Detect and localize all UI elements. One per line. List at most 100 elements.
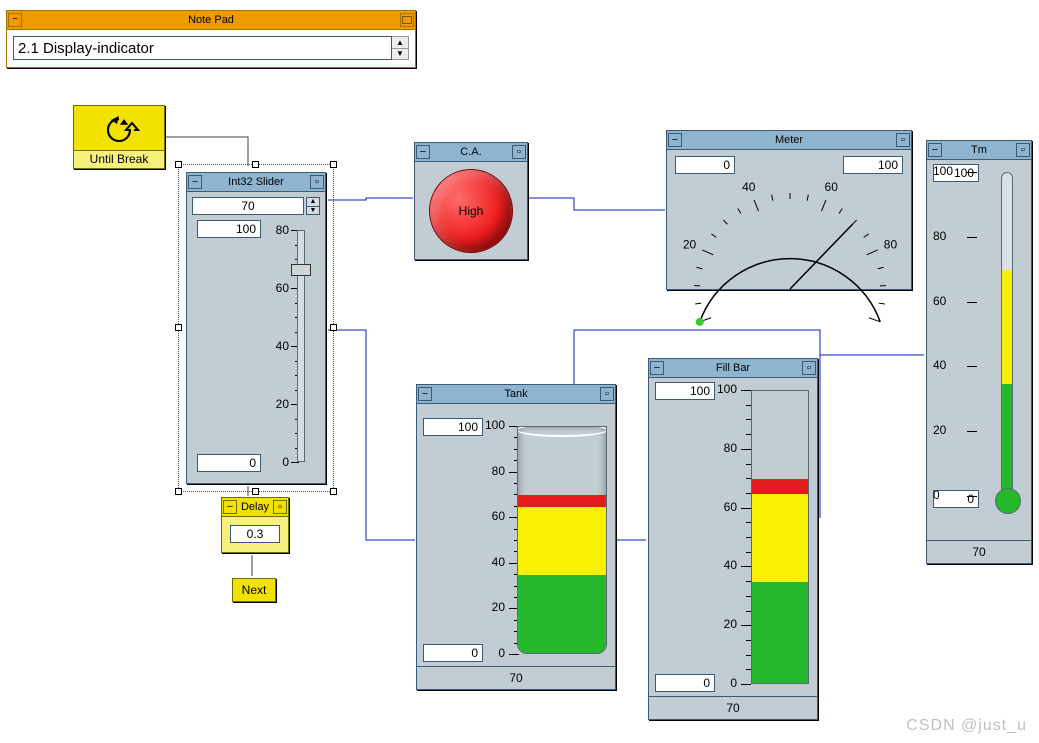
scale-label: 60 xyxy=(481,509,505,523)
minimize-icon[interactable]: − xyxy=(668,133,682,147)
scale-label: 60 xyxy=(713,500,737,514)
fillbar-max-field[interactable]: 100 xyxy=(655,382,715,400)
delay-titlebar[interactable]: − Delay ▫ xyxy=(222,498,288,517)
tm-title: Tm xyxy=(943,144,1015,156)
svg-text:40: 40 xyxy=(742,180,756,194)
slider-min-field[interactable]: 0 xyxy=(197,454,261,472)
ca-panel[interactable]: − C.A. ▫ High xyxy=(414,142,528,260)
minimize-icon[interactable]: − xyxy=(188,175,202,189)
scale-label: 0 xyxy=(713,676,737,690)
tank-max-field[interactable]: 100 xyxy=(423,418,483,436)
minimize-icon[interactable]: − xyxy=(8,13,22,27)
step-down-icon[interactable]: ▼ xyxy=(306,207,320,216)
scale-label: 40 xyxy=(481,555,505,569)
meter-title: Meter xyxy=(683,134,895,146)
tank-min-field[interactable]: 0 xyxy=(423,644,483,662)
slider-track-area: 020406080 xyxy=(267,220,319,472)
tank-titlebar[interactable]: − Tank ▫ xyxy=(417,385,615,404)
ca-title: C.A. xyxy=(431,146,511,158)
sel-handle[interactable] xyxy=(175,488,182,495)
meter-gauge: 20 40 60 80 xyxy=(667,171,913,283)
scale-label: 100 xyxy=(481,418,505,432)
slider-stepper[interactable]: ▲ ▼ xyxy=(306,197,320,215)
minimize-icon[interactable]: − xyxy=(418,387,432,401)
until-break-block[interactable]: Until Break xyxy=(73,105,165,169)
step-up-icon[interactable]: ▲ xyxy=(306,197,320,207)
notepad-spinner[interactable]: ▲ ▼ xyxy=(392,36,409,60)
watermark: CSDN @just_u xyxy=(906,717,1027,735)
scale-label: 80 xyxy=(713,441,737,455)
tm-titlebar[interactable]: − Tm ▫ xyxy=(927,141,1031,160)
delay-value[interactable]: 0.3 xyxy=(230,525,280,543)
spinner-down-icon[interactable]: ▼ xyxy=(392,49,408,60)
indicator-text: High xyxy=(459,204,484,218)
menu-icon[interactable]: ▫ xyxy=(600,387,614,401)
notepad-panel[interactable]: − Note Pad 2.1 Display-indicator ▲ ▼ xyxy=(6,10,416,68)
tm-panel[interactable]: − Tm ▫ 100 0 020406080100 70 xyxy=(926,140,1032,564)
delay-title: Delay xyxy=(238,501,272,513)
minimize-icon[interactable]: − xyxy=(416,145,430,159)
slider-value-field[interactable]: 70 xyxy=(192,197,304,215)
next-label: Next xyxy=(242,583,267,597)
sel-handle[interactable] xyxy=(252,488,259,495)
notepad-input[interactable]: 2.1 Display-indicator xyxy=(13,36,392,60)
scale-label: 20 xyxy=(481,600,505,614)
delay-block[interactable]: − Delay ▫ 0.3 xyxy=(221,497,289,553)
menu-icon[interactable] xyxy=(400,13,414,27)
svg-text:80: 80 xyxy=(884,237,898,251)
minimize-icon[interactable]: − xyxy=(223,500,237,514)
thermometer xyxy=(997,172,1017,514)
svg-text:20: 20 xyxy=(683,237,697,251)
spinner-up-icon[interactable]: ▲ xyxy=(392,37,408,49)
int32-slider-panel[interactable]: − Int32 Slider ▫ 70 ▲ ▼ 100 0 020406080 xyxy=(186,172,326,484)
sel-handle[interactable] xyxy=(330,488,337,495)
ca-titlebar[interactable]: − C.A. ▫ xyxy=(415,143,527,162)
sel-handle[interactable] xyxy=(175,324,182,331)
menu-icon[interactable]: ▫ xyxy=(310,175,324,189)
menu-icon[interactable]: ▫ xyxy=(1016,143,1030,157)
sel-handle[interactable] xyxy=(330,161,337,168)
scale-label: 80 xyxy=(265,223,289,237)
scale-label: 80 xyxy=(481,464,505,478)
fillbar-min-field[interactable]: 0 xyxy=(655,674,715,692)
tank-rim xyxy=(517,426,607,437)
fillbar-footer: 70 xyxy=(649,696,817,719)
scale-label: 100 xyxy=(713,382,737,396)
int32-slider-title: Int32 Slider xyxy=(203,176,309,188)
menu-icon[interactable]: ▫ xyxy=(512,145,526,159)
indicator-lamp: High xyxy=(430,170,512,252)
scale-label: 40 xyxy=(713,558,737,572)
fillbar-panel[interactable]: − Fill Bar ▫ 100 0 0 20 40 60 80 100 70 xyxy=(648,358,818,720)
svg-text:60: 60 xyxy=(825,180,839,194)
tm-footer: 70 xyxy=(927,540,1031,563)
meter-titlebar[interactable]: − Meter ▫ xyxy=(667,131,911,150)
fillbar-titlebar[interactable]: − Fill Bar ▫ xyxy=(649,359,817,378)
meter-panel[interactable]: − Meter ▫ 0 100 20406080 xyxy=(666,130,912,290)
tank-title: Tank xyxy=(433,388,599,400)
diagram-canvas: − Note Pad 2.1 Display-indicator ▲ ▼ Unt… xyxy=(0,0,1039,743)
scale-label: 20 xyxy=(713,617,737,631)
notepad-title: Note Pad xyxy=(23,14,399,26)
slider-max-min: 100 0 xyxy=(193,220,261,472)
scale-label: 0 xyxy=(481,646,505,660)
menu-icon[interactable]: ▫ xyxy=(802,361,816,375)
sel-handle[interactable] xyxy=(175,161,182,168)
scale-label: 0 xyxy=(265,455,289,469)
scale-label: 60 xyxy=(265,281,289,295)
next-block[interactable]: Next xyxy=(232,578,276,602)
tank-footer: 70 xyxy=(417,666,615,689)
int32-slider-titlebar[interactable]: − Int32 Slider ▫ xyxy=(187,173,325,192)
slider-thumb[interactable] xyxy=(291,264,311,276)
tank-panel[interactable]: − Tank ▫ 100 0 0 20 40 60 80 100 70 xyxy=(416,384,616,690)
slider-max-field[interactable]: 100 xyxy=(197,220,261,238)
menu-icon[interactable]: ▫ xyxy=(273,500,287,514)
scale-label: 20 xyxy=(265,397,289,411)
until-break-label: Until Break xyxy=(74,151,164,167)
loop-icon xyxy=(74,106,164,151)
menu-icon[interactable]: ▫ xyxy=(896,133,910,147)
sel-handle[interactable] xyxy=(252,161,259,168)
minimize-icon[interactable]: − xyxy=(928,143,942,157)
notepad-titlebar[interactable]: − Note Pad xyxy=(7,11,415,30)
sel-handle[interactable] xyxy=(330,324,337,331)
minimize-icon[interactable]: − xyxy=(650,361,664,375)
